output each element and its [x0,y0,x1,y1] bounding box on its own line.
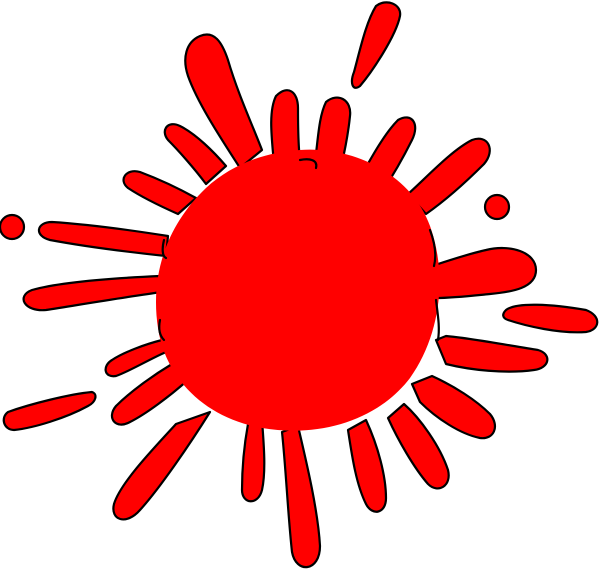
arm-upper-left [163,123,228,186]
arm-right-lower [434,334,549,373]
arm-right-bottom [410,374,497,440]
arm-left-middle [22,274,164,312]
arm-bottom-left-1 [240,418,266,503]
arm-left-lower-short [104,338,168,378]
arm-top-1 [270,89,302,166]
droplet-top-right [350,1,402,89]
splat-center-outline [158,158,440,342]
droplet-right-streak [502,303,599,334]
splat-center [156,149,440,431]
arm-bottom-left-2 [112,410,212,521]
arm-bottom-right-2 [346,418,388,513]
droplet-left-streak [2,390,97,432]
droplet-left-dot [0,213,26,241]
droplet-right-dot [483,193,511,221]
arm-left-lower [110,362,190,426]
splat-arms [22,33,549,569]
arm-right-upper [406,137,491,216]
arm-right-middle [430,246,538,300]
arm-bottom-right-1 [386,402,450,490]
arm-left-upper [37,220,170,258]
arm-bottom-center [280,424,322,569]
arm-left-top [122,170,198,216]
